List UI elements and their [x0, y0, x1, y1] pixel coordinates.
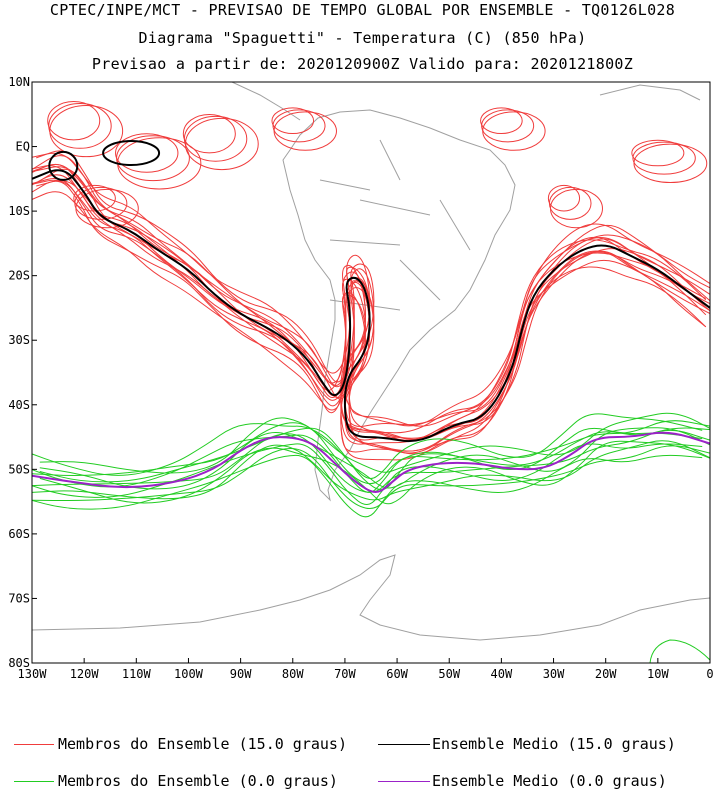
ensemble-members-0c [32, 412, 710, 663]
member-contour-0c [32, 413, 703, 479]
lat-tick-label: 80S [8, 656, 30, 670]
lon-tick-label: 30W [543, 667, 565, 681]
member-blob-15c [548, 186, 592, 220]
member-blob-15c [75, 188, 139, 229]
member-contour-15c [32, 191, 707, 461]
member-blob-15c [47, 101, 101, 141]
lon-tick-label: 0 [706, 667, 713, 681]
lon-tick-label: 120W [70, 667, 100, 681]
member-contour-0c [649, 639, 710, 663]
ensemble-mean-15c-loop [48, 150, 79, 181]
lon-tick-label: 50W [438, 667, 460, 681]
legend-members-15c: Membros do Ensemble (15.0 graus) [58, 735, 347, 753]
member-blob-15c [115, 133, 179, 173]
member-contour-0c [32, 420, 710, 485]
member-contour-0c [39, 427, 710, 490]
member-contour-0c [32, 443, 703, 505]
lat-tick-label: EQ [16, 140, 30, 154]
map-title-line3: Previsao a partir de: 2020120900Z Valido… [91, 55, 634, 73]
member-blob-15c [481, 109, 535, 143]
member-blob-15c [482, 111, 546, 151]
lon-tick-label: 110W [122, 667, 152, 681]
lat-tick-label: 30S [8, 333, 30, 347]
member-contour-15c [32, 152, 710, 427]
ensemble-mean-0c [32, 431, 710, 493]
member-contour-15c [36, 166, 710, 440]
lon-tick-label: 100W [174, 667, 204, 681]
lon-tick-label: 10W [647, 667, 669, 681]
legend-members-0c: Membros do Ensemble (0.0 graus) [58, 772, 338, 790]
member-blob-15c [631, 139, 685, 167]
plot-frame [31, 81, 711, 664]
ensemble-mean-15c-loop [102, 140, 161, 167]
member-contour-15c [32, 155, 710, 427]
member-blob-15c [48, 102, 112, 149]
lon-tick-label: 20W [595, 667, 617, 681]
member-blob-15c [273, 111, 337, 151]
lon-tick-label: 80W [282, 667, 304, 681]
member-blob-15c [633, 143, 708, 184]
member-contour-0c [39, 412, 710, 474]
spaghetti-map: 10N EQ 10S 20S 30S 40S 50S 60S 70S 80S 130W 120W 11… [8, 75, 713, 681]
lat-tick-label: 10N [8, 75, 30, 89]
legend-mean-15c: Ensemble Medio (15.0 graus) [432, 735, 676, 753]
coastlines [32, 82, 710, 641]
member-contour-0c [32, 454, 703, 518]
lat-tick-label: 50S [8, 462, 30, 476]
lat-tick-label: 70S [8, 591, 30, 605]
legend-mean-0c: Ensemble Medio (0.0 graus) [432, 772, 667, 790]
map-title-line2: Diagrama "Spaguetti" - Temperatura (C) (… [138, 29, 587, 47]
member-blob-15c [632, 141, 696, 175]
lat-tick-label: 40S [8, 398, 30, 412]
lat-tick-label: 10S [8, 204, 30, 218]
member-contour-0c [32, 445, 710, 509]
ensemble-mean-15c [32, 169, 710, 443]
member-contour-0c [39, 427, 710, 491]
member-blob-15c [272, 109, 326, 143]
member-blob-15c [182, 113, 236, 154]
map-title-line1: CPTEC/INPE/MCT - PREVISAO DE TEMPO GLOBA… [49, 1, 676, 19]
lon-tick-label: 70W [334, 667, 356, 681]
lon-tick-label: 90W [230, 667, 252, 681]
member-blob-15c [49, 104, 124, 158]
member-blob-15c [480, 107, 523, 135]
member-blob-15c [116, 135, 190, 182]
member-blob-15c [184, 117, 259, 171]
lon-tick-label: 60W [386, 667, 408, 681]
lon-tick-label: 40W [491, 667, 513, 681]
member-blob-15c [549, 188, 603, 229]
member-blob-15c [183, 115, 248, 162]
member-blob-15c [73, 184, 116, 212]
member-contour-15c [32, 179, 710, 454]
member-blob-15c [271, 107, 315, 135]
member-blob-15c [74, 186, 128, 220]
lat-tick-label: 20S [8, 269, 30, 283]
member-blob-15c [547, 184, 581, 212]
lat-tick-label: 60S [8, 527, 30, 541]
lon-tick-label: 130W [18, 667, 48, 681]
